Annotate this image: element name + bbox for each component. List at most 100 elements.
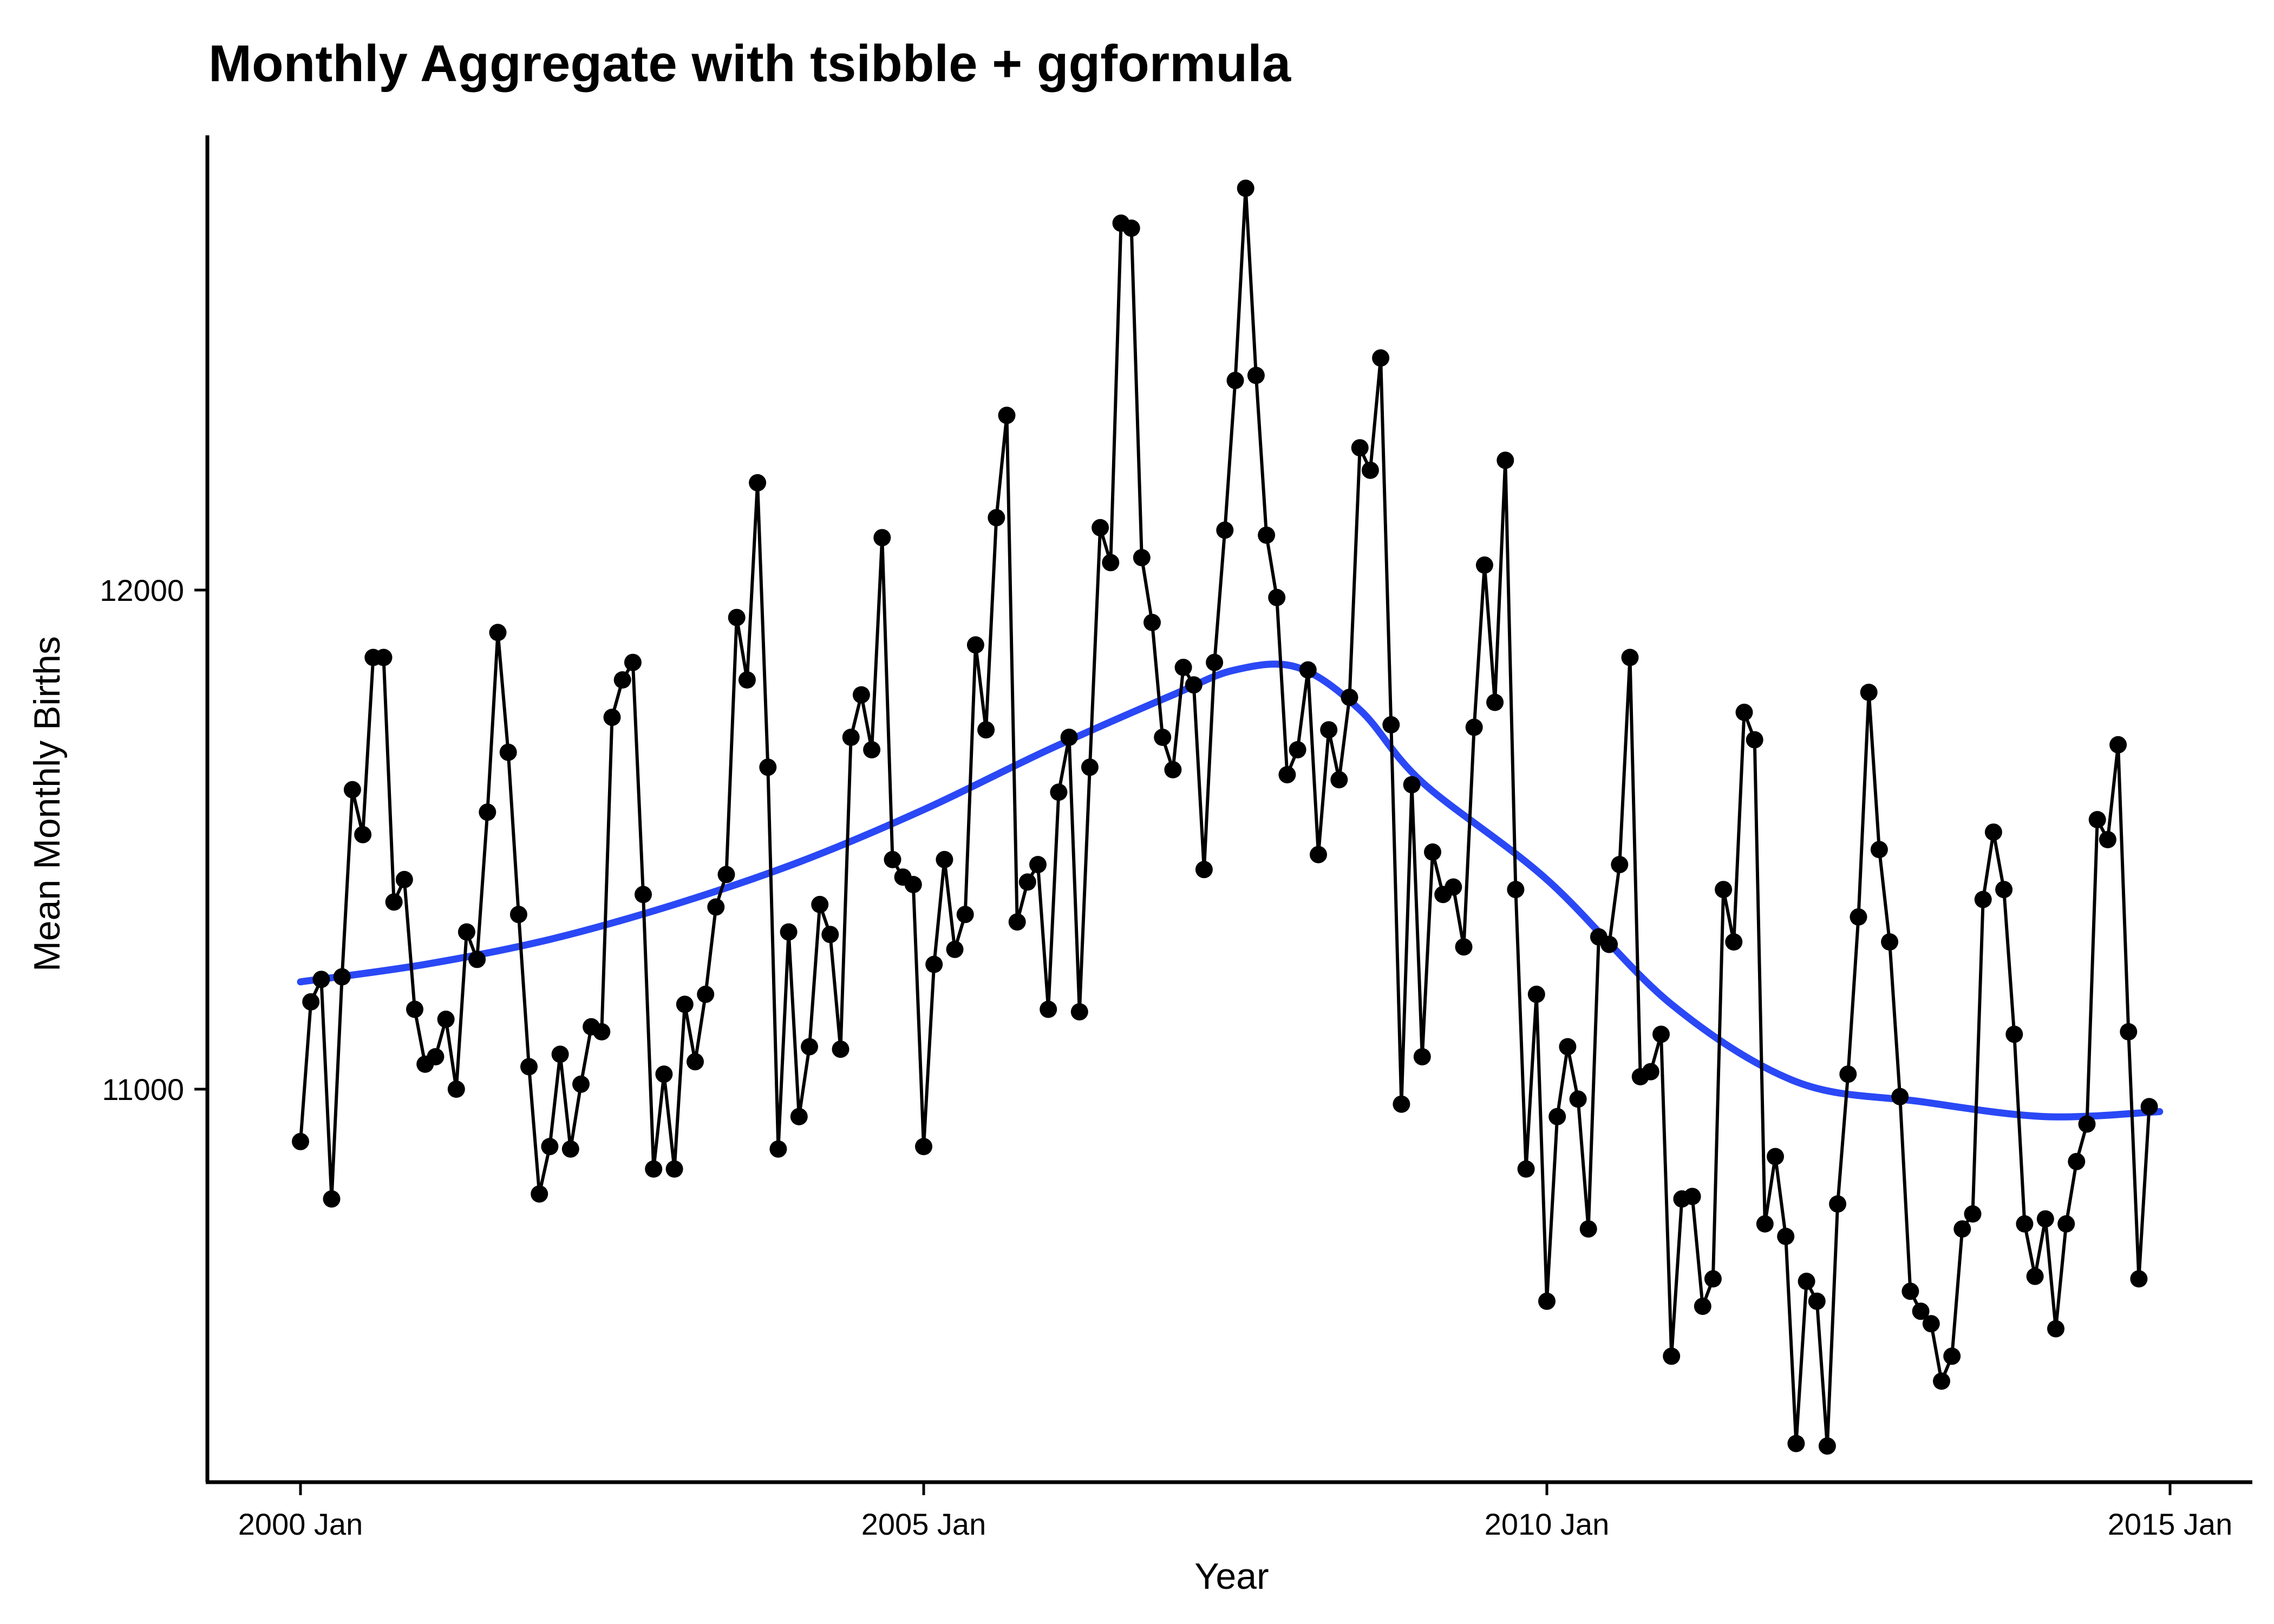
data-point [1953,1220,1971,1238]
data-point [489,624,507,641]
data-point [1475,556,1493,574]
data-point [915,1138,932,1155]
data-point [1455,938,1473,956]
data-point [593,1023,611,1040]
x-axis-label: Year [1194,1556,1269,1597]
data-point [1767,1148,1784,1165]
data-point [832,1040,850,1058]
data-point [863,741,881,758]
data-point [613,671,631,689]
data-point [2078,1115,2096,1133]
data-point [790,1108,808,1125]
data-point [873,529,891,547]
data-point [1870,841,1888,859]
data-point [1361,461,1379,479]
data-point [1642,1063,1659,1081]
data-point [2099,831,2116,848]
data-point [936,850,953,868]
data-point [1465,718,1483,736]
data-point [1320,721,1338,739]
data-point [1445,878,1462,896]
data-point [561,1140,579,1158]
data-point [509,906,527,924]
data-point [603,709,621,726]
data-point [2109,736,2127,754]
data-point [1746,731,1763,749]
data-point [1808,1292,1826,1310]
data-point [343,781,361,798]
data-point [676,996,694,1013]
data-point [1413,1048,1431,1066]
data-point [1850,908,1867,926]
data-point [406,1000,423,1018]
data-point [1538,1292,1556,1310]
data-point [1995,881,2013,899]
data-point [1154,729,1172,746]
data-point [2005,1025,2023,1043]
data-point [749,474,767,492]
data-point [1829,1195,1847,1213]
data-point [988,509,1005,527]
y-tick-label: 11000 [102,1072,184,1106]
data-point [447,1081,465,1098]
data-point [1663,1347,1681,1365]
x-tick-label: 2010 Jan [1485,1507,1609,1541]
data-point [1839,1065,1857,1083]
data-point [1735,703,1753,721]
data-point [697,985,715,1003]
data-point [946,940,964,958]
data-point [1050,783,1068,801]
data-point [572,1075,590,1093]
data-point [1029,856,1047,874]
data-point [520,1058,538,1076]
data-point [2016,1215,2034,1233]
data-point [1393,1095,1410,1113]
data-point [759,758,777,776]
data-point [852,686,870,704]
data-point [1310,846,1327,863]
data-point [1403,776,1421,794]
data-point [2088,811,2106,829]
data-point [1247,366,1265,384]
data-point [1258,526,1276,544]
data-point [1559,1038,1577,1056]
data-point [717,866,735,883]
data-point [1092,519,1109,536]
data-point [468,951,486,968]
data-point [1268,588,1286,606]
data-point [437,1010,455,1028]
data-point [624,653,642,671]
data-point [1143,613,1161,631]
y-tick-label: 12000 [100,573,184,607]
data-point [1081,758,1099,776]
points-layer [292,179,2158,1455]
data-point [1579,1220,1597,1238]
data-point [1206,653,1224,671]
data-point [1621,649,1639,666]
data-point [1694,1298,1711,1315]
data-point [2057,1215,2075,1233]
data-point [645,1160,663,1178]
data-point [551,1045,569,1063]
data-point [1798,1273,1815,1290]
data-point [1974,890,1992,908]
x-tick-label: 2015 Jan [2108,1507,2232,1541]
series-line [299,186,2151,1448]
data-point [1486,693,1504,711]
data-point [312,971,330,988]
data-point [1569,1090,1587,1108]
data-point [1943,1347,1961,1365]
plot-area [292,179,2164,1455]
data-point [769,1140,787,1158]
data-point [1704,1270,1722,1288]
data-point [728,608,746,626]
data-point [1424,843,1441,861]
data-point [665,1160,683,1178]
data-point [956,906,974,924]
data-point [2120,1023,2138,1040]
data-point [2068,1152,2086,1170]
data-point [1611,856,1629,874]
data-point [531,1185,548,1203]
data-point [1517,1160,1535,1178]
